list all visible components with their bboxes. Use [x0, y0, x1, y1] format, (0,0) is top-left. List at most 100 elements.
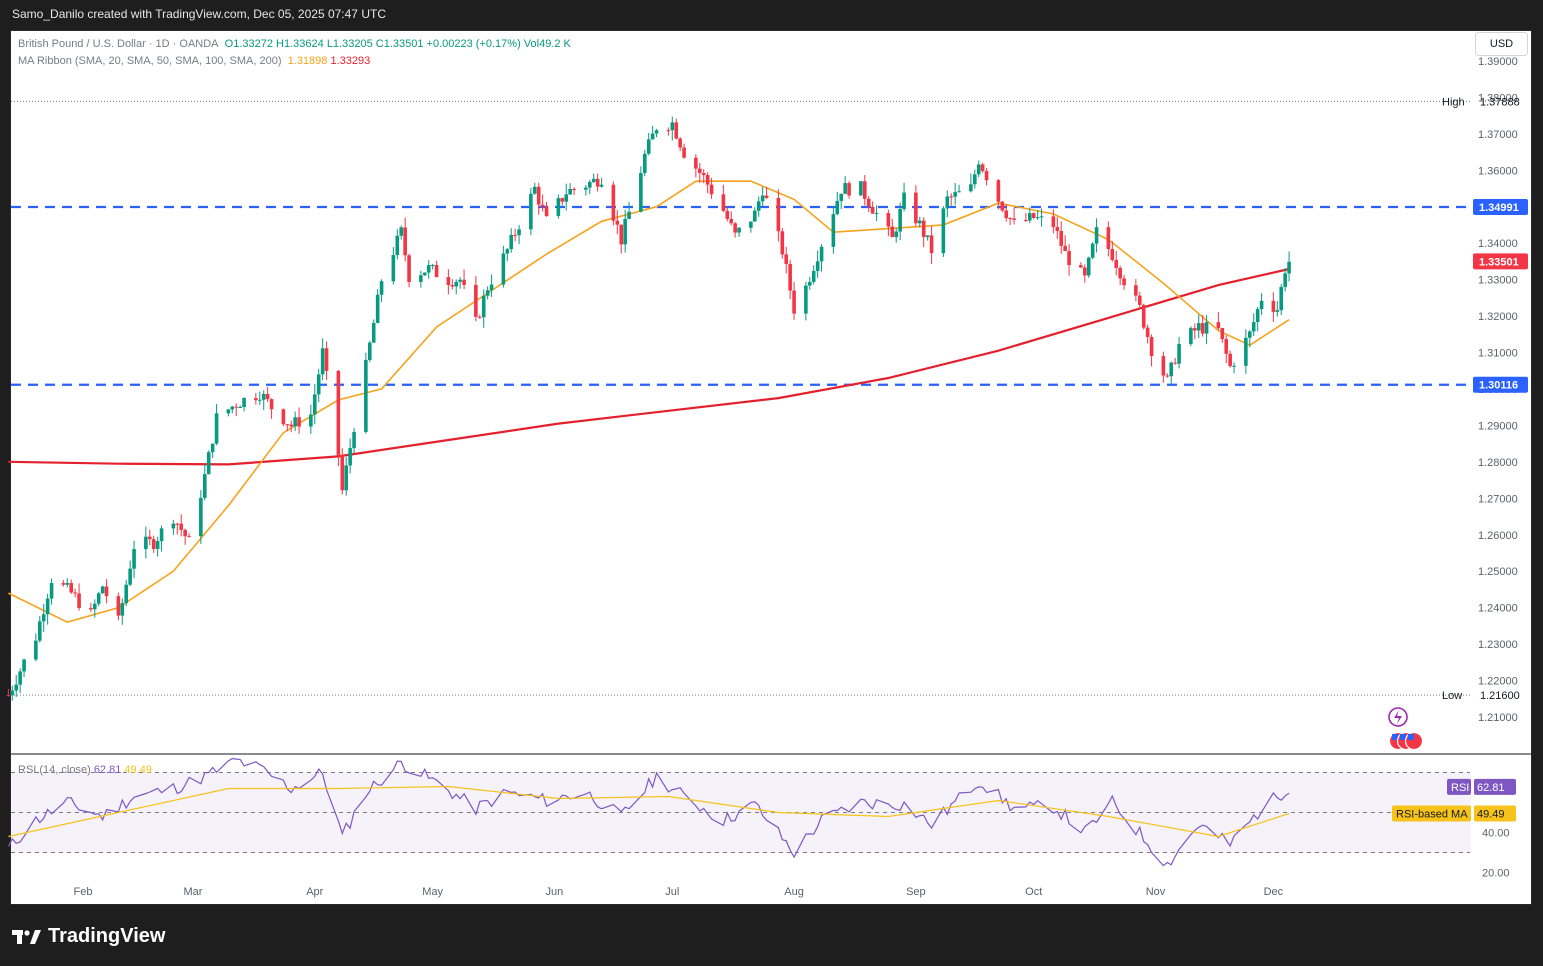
time-axis-label: Aug: [784, 886, 804, 898]
candle-body: [1110, 249, 1115, 260]
candle-body: [572, 188, 576, 190]
candle-body: [37, 621, 42, 641]
candle-body: [1251, 322, 1256, 332]
candle-body: [776, 197, 781, 232]
candle-body: [819, 246, 824, 262]
candle-body: [73, 592, 77, 594]
price-tick-label: 1.21000: [1478, 712, 1518, 724]
candle-body: [976, 164, 981, 175]
candle-body: [949, 196, 954, 198]
candle-body: [179, 523, 184, 530]
ma-ribbon-label[interactable]: MA Ribbon (SMA, 20, SMA, 50, SMA, 100, S…: [18, 55, 282, 67]
candle-body: [481, 295, 486, 318]
candle-body: [804, 285, 808, 314]
candle-body: [1024, 219, 1028, 221]
price-tick-label: 1.23000: [1478, 639, 1518, 651]
candle-body: [623, 218, 627, 245]
candle-body: [132, 549, 136, 569]
candle-body: [1008, 218, 1012, 220]
rsi-name-badge-label: RSI: [1451, 782, 1469, 794]
candle-body: [1247, 331, 1252, 338]
candle-body: [540, 204, 545, 207]
candle-body: [1200, 323, 1205, 334]
candle-body: [811, 270, 816, 282]
event-flash-icon: [1388, 707, 1408, 727]
price-tick-label: 1.31000: [1478, 348, 1518, 360]
candle-body: [210, 443, 215, 453]
candle-body: [568, 188, 572, 195]
candle-body: [320, 348, 325, 375]
candle-body: [1067, 251, 1071, 266]
candle-body: [419, 275, 423, 283]
candle-body: [619, 224, 624, 245]
candle-body: [957, 191, 961, 193]
volume-value: Vol49.2 K: [523, 38, 571, 50]
candle-body: [705, 175, 710, 185]
candle-body: [324, 348, 329, 371]
candle-body: [517, 229, 521, 236]
candle-body: [835, 200, 840, 215]
price-tick-label: 1.25000: [1478, 566, 1518, 578]
candle-body: [1094, 227, 1099, 244]
tradingview-logo[interactable]: TradingView: [12, 925, 165, 948]
candle-body: [61, 583, 66, 585]
sma200-line: [8, 267, 1290, 466]
candle-body: [352, 431, 356, 449]
ma200-value: 1.33293: [330, 55, 371, 67]
candle-body: [694, 157, 698, 169]
candle-body: [984, 171, 989, 181]
candle-body: [945, 196, 950, 209]
candle-body: [104, 586, 109, 597]
candle-body: [1027, 213, 1032, 221]
candle-body: [1012, 218, 1016, 220]
candle-body: [1055, 227, 1060, 231]
chart-panel[interactable]: [10, 30, 1532, 905]
candle-body: [124, 584, 129, 604]
candle-body: [10, 690, 15, 696]
credit-text: Samo_Danilo created with TradingView.com…: [12, 7, 386, 21]
price-tick-label: 1.34000: [1478, 238, 1518, 250]
candle-body: [627, 211, 631, 219]
candle-body: [1173, 362, 1177, 364]
candle-body: [615, 220, 620, 225]
rsi-label[interactable]: RSI (14, close): [18, 764, 91, 776]
candle-body: [348, 448, 352, 466]
time-axis-label: Feb: [74, 886, 93, 898]
candle-body: [1051, 216, 1056, 228]
candle-body: [297, 417, 301, 427]
candle-body: [792, 290, 796, 314]
candle-body: [206, 452, 211, 475]
rsi-ma-badge: [1474, 805, 1516, 822]
time-axis-label: Jun: [546, 886, 564, 898]
time-axis-label: Sep: [906, 886, 926, 898]
currency-button[interactable]: USD: [1475, 32, 1528, 56]
candle-body: [151, 539, 156, 549]
candle-body: [654, 130, 659, 134]
price-tick-label: 1.33000: [1478, 275, 1518, 287]
rsi-ma-line: [8, 785, 1290, 838]
last-price-badge: [1473, 253, 1528, 270]
candle-body: [737, 227, 741, 233]
candle-body: [697, 168, 702, 174]
candle-body: [678, 138, 682, 148]
candle-body: [171, 523, 176, 529]
candle-body: [344, 465, 349, 491]
candle-body: [289, 424, 294, 427]
candle-body: [505, 249, 510, 254]
price-tick-label: 1.22000: [1478, 676, 1518, 688]
candle-body: [391, 255, 396, 282]
candle-body: [175, 523, 180, 525]
candle-body: [591, 178, 596, 182]
candle-body: [929, 235, 934, 254]
candle-body: [996, 180, 1001, 202]
candle-body: [1141, 304, 1146, 328]
candle-body: [65, 583, 70, 585]
candle-body: [1244, 337, 1248, 366]
candle-body: [914, 192, 918, 224]
candle-body: [784, 254, 789, 264]
candle-body: [187, 536, 191, 538]
candle-body: [45, 598, 50, 615]
candle-body: [257, 399, 262, 401]
symbol-label[interactable]: British Pound / U.S. Dollar · 1D · OANDA: [18, 38, 219, 50]
